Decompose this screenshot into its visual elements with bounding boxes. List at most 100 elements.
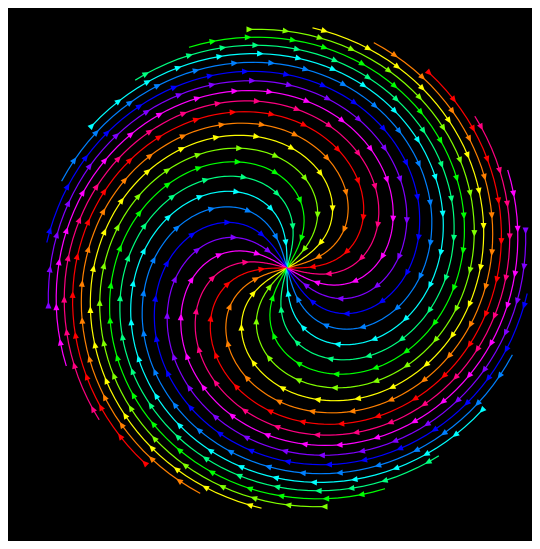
arrow-head xyxy=(116,294,123,302)
arrow-head xyxy=(241,68,249,75)
arrow-head xyxy=(214,351,220,359)
arrow-head xyxy=(390,215,397,223)
arrow-head xyxy=(70,157,77,165)
arrow-head xyxy=(282,70,291,77)
arrow-head xyxy=(480,222,487,230)
arrow-head xyxy=(436,136,443,145)
arrow-head xyxy=(375,221,382,229)
arrow-head xyxy=(244,34,252,41)
arrow-head xyxy=(102,393,109,402)
arrow-head xyxy=(350,98,358,106)
arrow-head xyxy=(454,396,462,404)
arrow-head xyxy=(515,297,521,305)
arrow-head xyxy=(246,26,254,33)
arrow-head xyxy=(236,145,244,152)
arrow-head xyxy=(505,301,512,310)
arrow-head xyxy=(225,303,232,311)
arrow-head xyxy=(253,249,262,256)
arrow-head xyxy=(99,207,106,216)
arrow-head xyxy=(251,277,260,283)
arrow-head xyxy=(466,189,473,197)
arrow-head xyxy=(225,339,232,348)
arrow-head xyxy=(174,433,182,441)
arrow-head xyxy=(396,444,404,451)
arrow-head xyxy=(396,175,403,183)
arrow-head xyxy=(171,353,178,361)
arrow-head xyxy=(298,419,307,426)
arrow-head xyxy=(79,316,86,324)
arrow-head xyxy=(504,345,511,353)
arrow-head xyxy=(337,116,346,123)
stream-line xyxy=(141,206,513,475)
arrow-head xyxy=(153,368,159,376)
arrow-head xyxy=(123,412,130,420)
arrow-head xyxy=(330,384,338,391)
arrow-head xyxy=(432,335,440,343)
arrow-head xyxy=(410,417,419,424)
arrow-head xyxy=(503,200,510,208)
arrow-head xyxy=(125,100,134,107)
arrow-head xyxy=(140,222,147,230)
arrow-head xyxy=(116,244,122,253)
arrow-head xyxy=(404,268,411,277)
arrow-head xyxy=(96,298,103,306)
arrow-head xyxy=(267,110,276,117)
arrow-head xyxy=(492,312,499,320)
arrow-head xyxy=(119,421,126,430)
arrow-head xyxy=(358,323,367,330)
arrow-head xyxy=(423,360,431,368)
arrow-head xyxy=(209,38,217,45)
arrow-head xyxy=(416,233,422,242)
arrow-head xyxy=(313,432,321,439)
arrow-head xyxy=(456,156,462,164)
arrow-head xyxy=(320,43,329,50)
arrow-head xyxy=(424,68,432,76)
stream-line xyxy=(80,122,349,494)
arrow-head xyxy=(152,294,158,303)
arrow-head xyxy=(250,496,258,502)
arrow-head xyxy=(117,197,125,205)
arrow-head xyxy=(294,54,303,61)
arrow-head xyxy=(149,445,157,453)
arrow-head xyxy=(278,385,287,392)
arrow-head xyxy=(335,441,343,448)
arrow-head xyxy=(347,45,356,52)
arrow-head xyxy=(285,289,292,297)
arrow-head xyxy=(253,97,261,104)
arrow-head xyxy=(354,149,361,157)
arrow-head xyxy=(317,238,325,246)
arrow-head xyxy=(155,112,164,119)
arrow-head xyxy=(301,65,310,72)
arrow-head xyxy=(196,345,203,354)
arrow-head xyxy=(373,281,381,289)
arrow-head xyxy=(397,252,403,261)
arrow-head xyxy=(64,254,71,262)
arrow-head xyxy=(444,116,451,124)
arrow-head xyxy=(402,314,410,322)
arrow-head xyxy=(354,115,362,123)
arrow-head xyxy=(388,383,397,389)
arrow-head xyxy=(46,265,53,273)
arrow-head xyxy=(224,219,232,226)
arrow-head xyxy=(271,168,279,175)
arrow-head xyxy=(439,123,446,132)
arrow-head xyxy=(92,341,99,349)
arrow-head xyxy=(229,109,237,116)
arrow-head xyxy=(360,456,368,463)
arrow-head xyxy=(358,447,366,454)
arrow-head xyxy=(293,45,301,52)
arrow-head xyxy=(78,189,85,197)
arrow-head xyxy=(218,484,227,491)
arrow-head xyxy=(192,68,200,75)
stream-line xyxy=(249,28,475,389)
arrow-head xyxy=(101,339,108,347)
arrow-head xyxy=(428,281,435,289)
plot-background xyxy=(8,8,532,541)
arrow-head xyxy=(383,175,389,184)
arrow-head xyxy=(264,464,273,471)
arrow-head xyxy=(263,433,272,439)
arrow-head xyxy=(298,470,307,477)
arrow-head xyxy=(359,81,367,88)
arrow-head xyxy=(192,307,199,315)
